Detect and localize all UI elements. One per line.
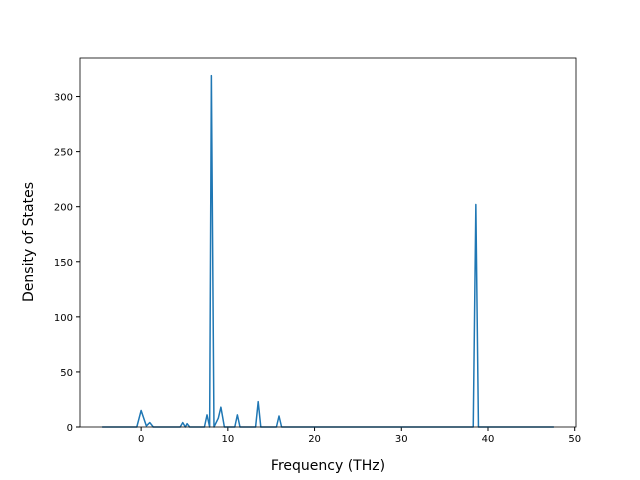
y-tick-label: 0	[67, 423, 73, 434]
y-tick-label: 150	[54, 258, 73, 269]
x-tick-label: 40	[482, 434, 495, 445]
data-line	[102, 74, 554, 428]
y-tick-label: 300	[54, 93, 73, 104]
x-tick-label: 30	[395, 434, 408, 445]
y-axis-label: Density of States	[21, 182, 37, 302]
x-tick-label: 10	[221, 434, 234, 445]
x-tick-label: 20	[308, 434, 321, 445]
y-tick-label: 100	[54, 313, 73, 324]
y-tick-label: 250	[54, 148, 73, 159]
y-tick-label: 200	[54, 203, 73, 214]
y-tick-label: 50	[60, 368, 73, 379]
plot-frame	[79, 57, 577, 428]
x-tick-label: 0	[138, 434, 144, 445]
x-tick-label: 50	[568, 434, 581, 445]
x-axis-label: Frequency (THz)	[271, 458, 385, 474]
